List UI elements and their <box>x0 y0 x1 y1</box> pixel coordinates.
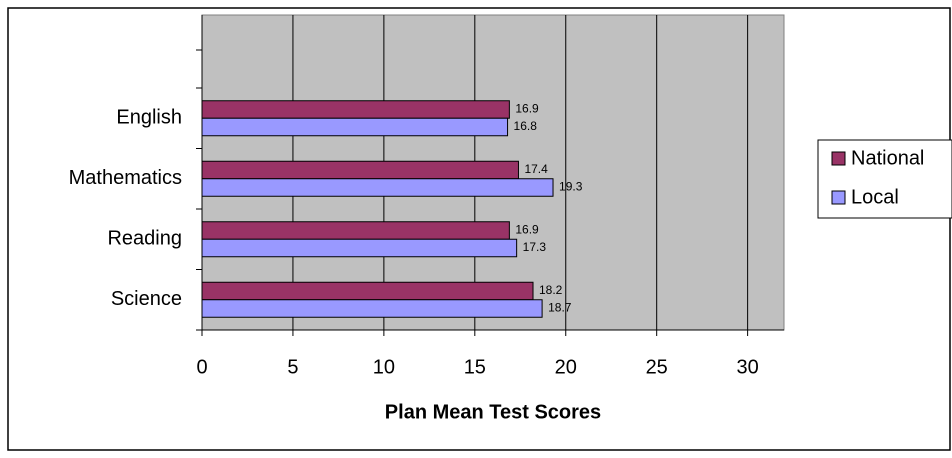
x-tick-label: 30 <box>737 356 759 378</box>
x-tick-label: 25 <box>646 356 668 378</box>
y-tick-label: Reading <box>107 228 182 250</box>
data-label: 17.4 <box>524 162 548 176</box>
y-tick-label: Mathematics <box>69 167 182 189</box>
data-label: 17.3 <box>523 240 547 254</box>
bar <box>201 238 518 258</box>
legend-swatch <box>831 151 846 166</box>
x-tick-label: 20 <box>555 356 577 378</box>
data-label: 18.2 <box>539 283 563 297</box>
bar <box>201 100 510 119</box>
bar <box>201 117 509 137</box>
bar <box>201 299 543 318</box>
data-label: 16.9 <box>515 223 539 237</box>
y-tick-label: Science <box>111 288 182 310</box>
x-tick-label: 10 <box>373 356 395 378</box>
data-label: 16.9 <box>515 102 539 116</box>
data-label: 16.8 <box>514 119 538 133</box>
bar <box>201 160 519 180</box>
data-label: 19.3 <box>559 180 583 194</box>
bar <box>201 281 534 301</box>
legend-label: National <box>851 147 924 169</box>
bar <box>201 221 510 240</box>
x-axis-label: Plan Mean Test Scores <box>385 401 601 423</box>
x-tick-label: 5 <box>287 356 298 378</box>
legend-swatch <box>831 190 846 205</box>
y-tick-label: English <box>116 107 182 129</box>
x-tick-label: 0 <box>196 356 207 378</box>
legend-label: Local <box>851 186 899 208</box>
bar <box>201 178 554 197</box>
x-tick-label: 15 <box>464 356 486 378</box>
data-label: 18.7 <box>548 301 572 315</box>
